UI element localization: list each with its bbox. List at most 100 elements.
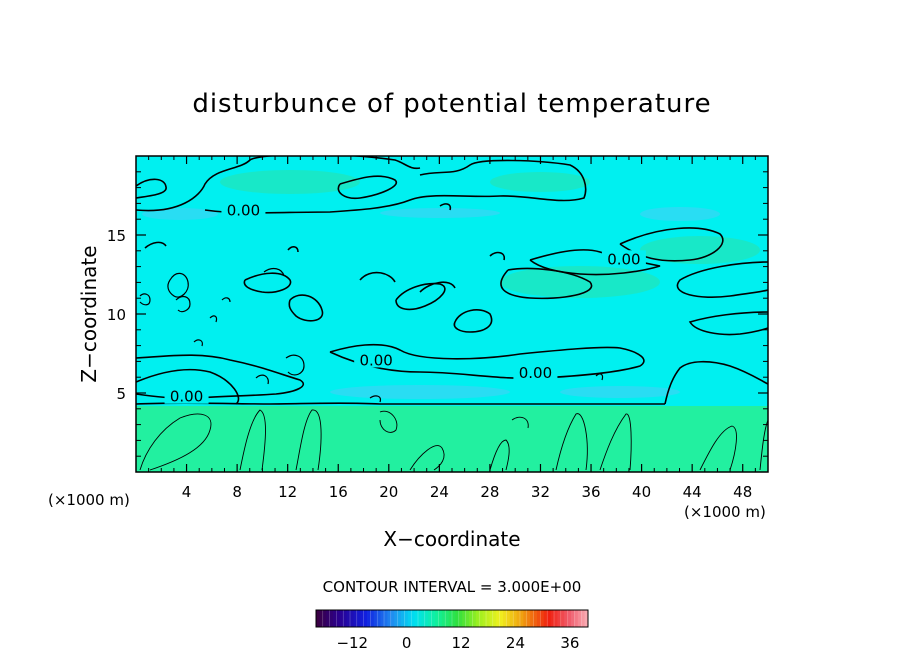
colorbar-cell — [506, 610, 511, 627]
contour-line — [239, 409, 266, 471]
colorbar-cell — [489, 610, 494, 627]
colorbar-cell — [411, 610, 416, 627]
cool-patch — [330, 385, 510, 399]
colorbar-cell — [418, 610, 422, 627]
colorbar-cell — [428, 610, 433, 627]
colorbar-cell — [567, 610, 572, 627]
colorbar-cell — [530, 610, 535, 627]
contour-labels: 0.00 0.00 0.00 0.00 0.00 — [164, 201, 646, 406]
contour-line — [555, 413, 588, 471]
colorbar-cell — [448, 610, 453, 627]
contour-line — [136, 178, 167, 199]
colorbar-cell — [319, 610, 324, 627]
contour-label: 0.00 — [227, 201, 260, 219]
contour-line — [287, 246, 299, 253]
warm-patch — [640, 236, 760, 264]
colorbar-cell — [537, 610, 541, 627]
y-tick-label: 15 — [107, 227, 126, 245]
colorbar-cell — [326, 610, 331, 627]
contour-line — [759, 419, 768, 471]
x-tick-label: 16 — [329, 483, 348, 501]
contour-label-bg — [164, 387, 209, 404]
colorbar-frame — [315, 609, 589, 628]
contour-lines-lower — [139, 409, 768, 471]
contour-line — [664, 360, 768, 405]
colorbar-cell — [377, 610, 382, 627]
colorbar-cell — [574, 610, 579, 627]
colorbar-tick-label: 12 — [452, 634, 471, 652]
colorbar-cell — [329, 610, 334, 627]
contour-line — [243, 272, 292, 294]
colorbar-cell — [499, 610, 504, 627]
colorbar-cell — [513, 610, 518, 627]
contour-line — [395, 282, 446, 311]
colorbar-tick-label: −12 — [336, 634, 368, 652]
colorbar: −12 0 12 24 36 — [315, 609, 589, 652]
contour-lines-upper — [136, 156, 768, 405]
colorbar-cell — [554, 610, 558, 627]
x-tick-label: 24 — [430, 483, 449, 501]
colorbar-cell — [397, 610, 402, 627]
colorbar-cell — [394, 610, 399, 627]
x-tick-label: 4 — [182, 483, 192, 501]
colorbar-cell — [526, 610, 531, 627]
colorbar-cell — [414, 610, 419, 627]
contour-line — [329, 343, 645, 380]
contour-line — [136, 368, 240, 405]
x-axis: 4 8 12 16 20 24 28 32 36 40 44 48 — [148, 156, 756, 501]
colorbar-cell — [387, 610, 392, 627]
contour-line — [619, 227, 724, 262]
colorbar-cell — [401, 610, 405, 627]
colorbar-cell — [496, 610, 501, 627]
contour-line — [379, 410, 398, 433]
contour-line — [209, 315, 218, 323]
colorbar-cell — [520, 610, 524, 627]
contour-line — [175, 295, 191, 313]
colorbar-cell — [350, 610, 354, 627]
contour-label: 0.00 — [359, 351, 392, 369]
x-tick-label: 32 — [531, 483, 550, 501]
cool-patch — [560, 386, 680, 398]
contour-line — [136, 156, 421, 212]
colorbar-cell — [577, 610, 582, 627]
colorbar-cell — [339, 610, 344, 627]
colorbar-cell — [469, 610, 473, 627]
colorbar-tick-label: 0 — [402, 634, 412, 652]
colorbar-cell — [380, 610, 385, 627]
colorbar-cell — [509, 610, 514, 627]
colorbar-tick-label: 36 — [560, 634, 579, 652]
x-axis-label: X−coordinate — [383, 527, 520, 551]
colorbar-cell — [373, 610, 378, 627]
contour-line — [139, 293, 151, 306]
contour-line — [489, 251, 506, 261]
colorbar-tick-label: 24 — [506, 634, 525, 652]
colorbar-cell — [557, 610, 562, 627]
chart-title: disturbunce of potential temperature — [192, 89, 711, 119]
colorbar-cell — [346, 610, 351, 627]
colorbar-cell — [452, 610, 456, 627]
colorbar-cell — [458, 610, 463, 627]
contour-interval-text: CONTOUR INTERVAL = 3.000E+00 — [323, 578, 582, 596]
colorbar-cell — [367, 610, 371, 627]
contour-line — [688, 311, 768, 336]
cool-patch — [640, 207, 720, 221]
colorbar-cell — [360, 610, 365, 627]
contour-line — [500, 267, 593, 300]
colorbar-cell — [421, 610, 426, 627]
contour-line — [439, 203, 452, 211]
x-tick-label: 44 — [683, 483, 702, 501]
contour-line — [599, 413, 632, 471]
colorbar-cell — [584, 610, 589, 627]
colorbar-cell — [441, 610, 446, 627]
y-axis-label: Z−coordinate — [77, 245, 101, 382]
contour-line — [193, 339, 203, 347]
colorbar-cell — [543, 610, 548, 627]
plot-area: 0.00 0.00 0.00 0.00 0.00 — [136, 156, 768, 472]
cool-patch — [142, 208, 218, 220]
colorbar-cell — [424, 610, 429, 627]
colorbar-cell — [353, 610, 358, 627]
colorbar-cell — [462, 610, 467, 627]
contour-line — [419, 281, 456, 293]
contour-label-bg — [354, 351, 399, 368]
